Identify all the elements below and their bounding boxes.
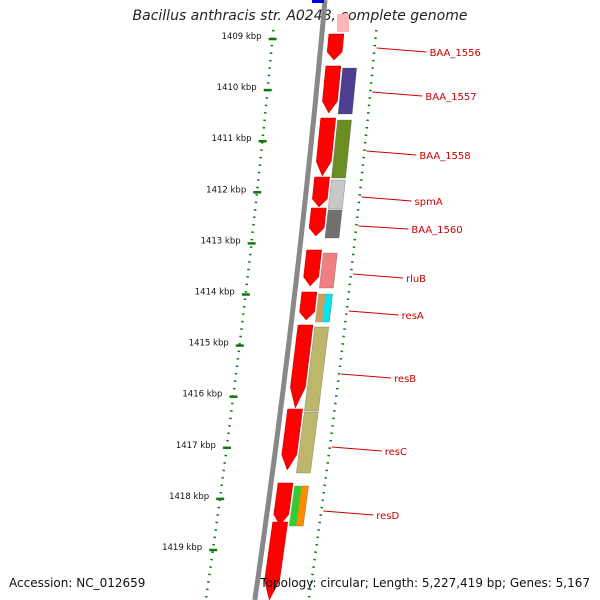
ruler-label: 1409 kbp (222, 32, 262, 42)
forward-gene-6 (303, 249, 322, 287)
feature-gene-BAA_1557 (337, 67, 357, 115)
forward-gene-7 (299, 291, 318, 321)
gene-top-blue (312, 0, 324, 3)
forward-gene-9 (281, 408, 303, 471)
gene-label-rluB: rluB (406, 274, 426, 285)
genome-summary-text: Topology: circular; Length: 5,227,419 bp… (260, 576, 590, 590)
gene-top-pink (337, 14, 349, 32)
forward-gene-5 (308, 207, 327, 237)
gene-label-spmA: spmA (415, 197, 443, 208)
forward-gene-3 (316, 117, 337, 177)
leader-line-BAA_1560 (358, 225, 409, 230)
ruler-label: 1412 kbp (206, 185, 246, 195)
leader-line-spmA (361, 196, 412, 202)
leader-line-resD (323, 510, 374, 516)
ruler-label: 1415 kbp (189, 339, 229, 349)
leader-line-resB (341, 373, 392, 379)
leader-line-resC (331, 446, 382, 452)
feature-gene-BAA_1560 (324, 209, 343, 239)
gene-label-BAA_1556: BAA_1556 (430, 48, 481, 59)
ruler-label: 1410 kbp (217, 83, 257, 93)
leader-line-BAA_1556 (376, 47, 427, 53)
leader-line-BAA_1557 (372, 91, 423, 97)
inner-ruler-track (204, 29, 275, 600)
leader-line-resA (348, 310, 399, 316)
ruler-label: 1411 kbp (212, 134, 252, 144)
ruler-label: 1419 kbp (162, 543, 202, 553)
ruler-label: 1414 kbp (195, 288, 235, 298)
feature-gene-rluB (319, 252, 338, 289)
gene-label-BAA_1557: BAA_1557 (425, 92, 476, 103)
forward-gene-1 (326, 33, 345, 61)
gene-label-resC: resC (385, 447, 407, 458)
gene-label-resA: resA (402, 311, 424, 322)
accession-text: Accession: NC_012659 (9, 576, 146, 590)
feature-gene-resD-alt (289, 486, 302, 526)
forward-gene-10 (273, 482, 294, 526)
map-title: Bacillus anthracis str. A0248, complete … (132, 8, 468, 24)
ruler-label: 1417 kbp (176, 441, 216, 451)
feature-gene-resA-alt (315, 294, 326, 322)
forward-gene-11 (264, 521, 289, 600)
leader-line-BAA_1558 (366, 150, 417, 156)
feature-gene-resB (304, 326, 329, 412)
gene-label-resB: resB (394, 374, 416, 385)
feature-gene-spmA (328, 179, 346, 210)
ruler-label: 1418 kbp (169, 492, 209, 502)
leader-line-rluB (352, 273, 404, 279)
gene-label-resD: resD (376, 511, 399, 522)
gene-label-BAA_1558: BAA_1558 (419, 151, 470, 162)
forward-gene-8 (290, 324, 314, 409)
forward-gene-2 (322, 65, 342, 114)
forward-gene-4 (312, 176, 330, 208)
ruler-label: 1416 kbp (182, 390, 222, 400)
feature-gene-BAA_1558 (331, 119, 352, 179)
backbone-line (252, 0, 328, 600)
gene-label-BAA_1560: BAA_1560 (411, 225, 462, 236)
ruler-label: 1413 kbp (201, 236, 241, 246)
feature-gene-resC (296, 411, 319, 474)
